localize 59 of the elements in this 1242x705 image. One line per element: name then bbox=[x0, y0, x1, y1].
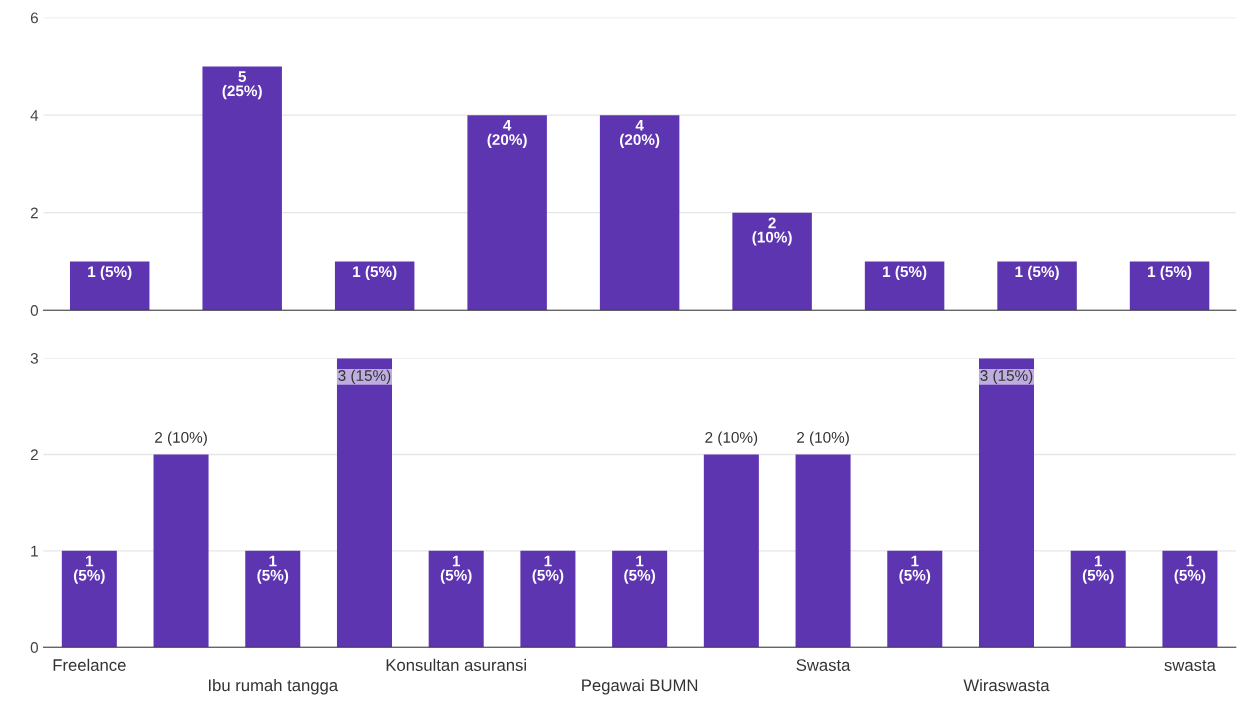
y-tick-label: 0 bbox=[30, 642, 39, 653]
data-label: 1 (5%) bbox=[1082, 555, 1114, 584]
x-tick-label: Swasta bbox=[796, 659, 851, 671]
data-label: 1 (5%) bbox=[440, 555, 472, 584]
bar bbox=[245, 550, 301, 648]
x-tick-label: Konsultan asuransi bbox=[386, 658, 526, 671]
bar bbox=[336, 358, 392, 648]
data-label: 2 (10%) bbox=[752, 217, 792, 246]
data-label: 2 (10%) bbox=[705, 431, 758, 446]
data-label: 2 (10%) bbox=[155, 431, 207, 446]
data-label: 1 (5%) bbox=[1148, 265, 1192, 281]
data-label: 1 (5%) bbox=[353, 265, 397, 281]
bar bbox=[703, 454, 759, 648]
y-tick-label: 0 bbox=[30, 305, 39, 316]
data-label: 2 (10%) bbox=[797, 431, 849, 446]
y-tick-label: 1 bbox=[31, 545, 38, 557]
data-label: 4 (20%) bbox=[620, 120, 660, 149]
y-tick-label: 3 bbox=[30, 353, 38, 364]
x-tick-label: Ibu rumah tangga bbox=[208, 678, 339, 695]
bar bbox=[1129, 261, 1210, 311]
y-tick-label: 2 bbox=[30, 207, 38, 219]
data-label: 1 (5%) bbox=[899, 555, 931, 584]
data-label: 1 (5%) bbox=[73, 555, 105, 584]
bar bbox=[61, 550, 117, 648]
data-label: 1 (5%) bbox=[1015, 265, 1059, 281]
data-label: 5 (25%) bbox=[222, 71, 262, 100]
bar bbox=[887, 550, 943, 648]
bar bbox=[1162, 550, 1218, 648]
x-tick-label: swasta bbox=[1164, 660, 1216, 671]
bar bbox=[978, 358, 1035, 648]
bar bbox=[864, 261, 945, 311]
bar bbox=[153, 454, 209, 648]
data-label: 1 (5%) bbox=[883, 265, 927, 281]
data-label: 3 (15%) bbox=[980, 369, 1033, 384]
bar bbox=[428, 550, 484, 648]
bar bbox=[997, 261, 1077, 311]
data-label: 1 (5%) bbox=[532, 555, 564, 584]
y-tick-label: 4 bbox=[30, 110, 39, 121]
bar bbox=[202, 66, 282, 311]
data-label: 3 (15%) bbox=[338, 369, 391, 384]
data-label: 1 (5%) bbox=[88, 265, 132, 281]
bar bbox=[612, 550, 668, 648]
bar bbox=[69, 261, 150, 311]
y-tick-label: 6 bbox=[30, 12, 38, 24]
data-label: 1 (5%) bbox=[624, 555, 655, 584]
x-tick-label: Freelance bbox=[53, 658, 126, 671]
bar bbox=[599, 115, 680, 311]
y-tick-label: 2 bbox=[30, 449, 38, 461]
x-tick-label: Pegawai BUMN bbox=[582, 678, 698, 695]
data-label: 4 (20%) bbox=[487, 120, 527, 149]
bar bbox=[795, 454, 851, 648]
bar bbox=[732, 212, 812, 311]
data-label: 1 (5%) bbox=[1174, 555, 1206, 584]
bar bbox=[1070, 550, 1126, 648]
x-tick-label: Wiraswasta bbox=[963, 678, 1050, 692]
bar bbox=[334, 261, 415, 311]
bar bbox=[520, 550, 576, 648]
bar bbox=[467, 115, 547, 311]
data-label: 1 (5%) bbox=[257, 555, 289, 584]
